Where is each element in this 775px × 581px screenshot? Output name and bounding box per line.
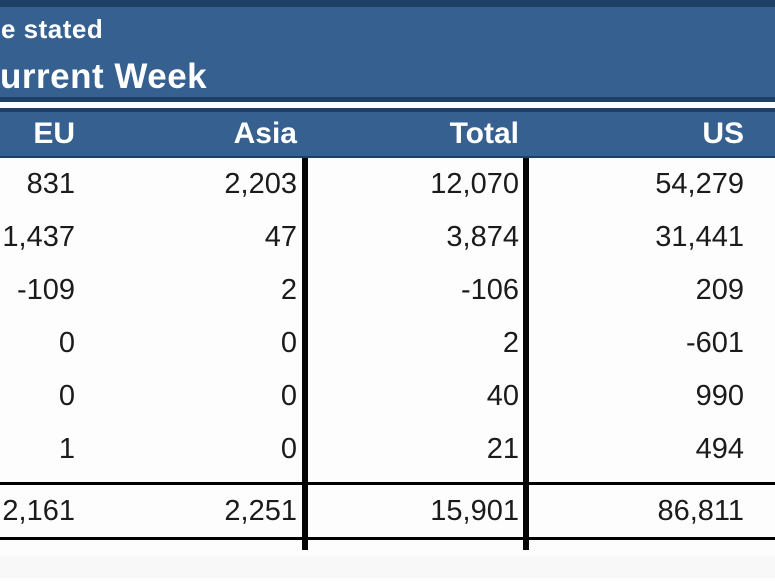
cell-us: 494	[695, 433, 744, 465]
column-header-eu: EU	[33, 117, 75, 150]
cell-us: 990	[695, 380, 744, 412]
title-banner: e stated urrent Week	[0, 0, 775, 102]
total-cell-us: 86,811	[657, 494, 744, 527]
cell-eu: 0	[58, 327, 75, 359]
cell-eu: 1,437	[2, 221, 75, 253]
column-header-total: Total	[449, 117, 519, 150]
table-row: 0 0 2 -601	[0, 317, 775, 370]
cell-asia: 2,203	[224, 168, 297, 200]
total-cell-eu: 2,161	[2, 494, 75, 527]
cell-total: 12,070	[430, 168, 519, 200]
cell-us: -601	[685, 327, 744, 359]
total-cell-asia: 2,251	[224, 494, 297, 527]
cell-us: 54,279	[655, 168, 744, 200]
table-row: -109 2 -106 209	[0, 264, 775, 317]
total-cell-total: 15,901	[430, 494, 519, 527]
cell-asia: 2	[280, 274, 297, 306]
cell-eu: 0	[58, 380, 75, 412]
section-divider-after-total	[523, 158, 529, 550]
cell-asia: 0	[280, 327, 297, 359]
totals-row: 2,161 2,251 15,901 86,811	[0, 482, 775, 540]
column-header-us: US	[702, 117, 744, 150]
table-row: 0 0 40 990	[0, 370, 775, 423]
table-body: 831 2,203 12,070 54,279 1,437 47 3,874 31,441 -1…	[0, 158, 775, 540]
cell-total: 21	[486, 433, 519, 465]
cell-eu: -109	[16, 274, 75, 306]
cell-us: 31,441	[655, 221, 744, 253]
section-divider-after-asia	[302, 158, 308, 550]
column-header-row: EU Asia Total US	[0, 108, 775, 158]
cell-eu: 1	[58, 433, 75, 465]
table-row: 831 2,203 12,070 54,279	[0, 158, 775, 211]
cell-total: -106	[460, 274, 519, 306]
table-row: 1 0 21 494	[0, 423, 775, 476]
banner-title-current-week: urrent Week	[0, 57, 208, 96]
banner-underline	[0, 97, 775, 102]
cell-eu: 831	[26, 168, 75, 200]
cell-asia: 0	[280, 380, 297, 412]
table-row: 1,437 47 3,874 31,441	[0, 211, 775, 264]
column-header-asia: Asia	[233, 117, 297, 150]
cell-total: 3,874	[446, 221, 519, 253]
cell-total: 2	[502, 327, 519, 359]
banner-subtitle: e stated	[1, 14, 104, 44]
bottom-artifact-band	[0, 556, 775, 578]
cell-asia: 47	[264, 221, 297, 253]
cell-us: 209	[695, 274, 744, 306]
cell-total: 40	[486, 380, 519, 412]
cell-asia: 0	[280, 433, 297, 465]
